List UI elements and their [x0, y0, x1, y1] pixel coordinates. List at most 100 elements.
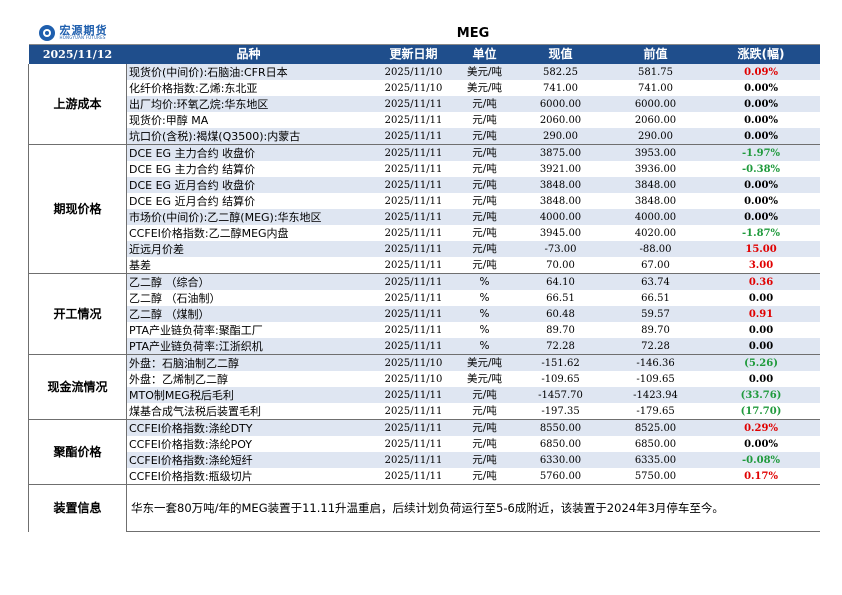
- current-value: 3921.00: [539, 163, 582, 175]
- table-row: DCE EG 近月合约 收盘价 2025/11/11 元/吨 3848.00 3848.…: [29, 177, 820, 193]
- current-value: 6000.00: [512, 96, 609, 112]
- header-current: 现值: [512, 44, 609, 64]
- change-value: 0.00: [748, 292, 774, 304]
- indicator-name: 化纤价格指数:乙烯:东北亚: [129, 81, 258, 95]
- change-value: 0.00%: [702, 177, 820, 193]
- update-date: 2025/11/11: [370, 387, 457, 403]
- previous-value: 741.00: [638, 82, 673, 94]
- indicator-name: CCFEI价格指数:乙二醇MEG内盘: [129, 226, 289, 240]
- indicator-name: PTA产业链负荷率:聚酯工厂: [129, 323, 263, 337]
- meg-daily-sheet: 宏源期货 HONGYUAN FUTURES MEG 2025/11/12 品种 …: [28, 22, 820, 532]
- current-value: 64.10: [512, 273, 609, 290]
- indicator-name: PTA产业链负荷率:江浙织机: [126, 338, 371, 355]
- indicator-name: 市场价(中间价):乙二醇(MEG):华东地区: [126, 209, 371, 225]
- unit: 元/吨: [456, 96, 513, 112]
- unit: 元/吨: [456, 209, 513, 225]
- table-row: 乙二醇 （石油制） 2025/11/11% 66.51 66.51 0.00: [29, 290, 820, 306]
- indicator-name: DCE EG 近月合约 结算价: [129, 194, 256, 208]
- previous-value: 290.00: [608, 128, 703, 145]
- previous-value: -179.65: [608, 403, 703, 420]
- current-value: 4000.00: [512, 209, 609, 225]
- update-date: 2025/11/11: [384, 227, 443, 239]
- update-date: 2025/11/11: [384, 292, 443, 304]
- previous-value: 6850.00: [634, 438, 677, 450]
- update-date: 2025/11/11: [370, 306, 457, 322]
- header-date: 更新日期: [370, 44, 457, 64]
- table-row: 出厂均价:环氧乙烷:华东地区 2025/11/11 元/吨 6000.00 6000.0…: [29, 96, 820, 112]
- indicator-name: 乙二醇 （综合）: [126, 273, 371, 290]
- table-row: 坑口价(含税):褐煤(Q3500):内蒙古 2025/11/11 元/吨 290.00…: [29, 128, 820, 145]
- update-date: 2025/11/10: [384, 373, 443, 385]
- unit: 元/吨: [456, 403, 513, 420]
- previous-value: 2060.00: [634, 114, 677, 126]
- indicator-name: 外盘：石脑油制乙二醇: [126, 354, 371, 371]
- note-row: 装置信息 华东一套80万吨/年的MEG装置于11.11升温重启，后续计划负荷运行至…: [28, 484, 820, 532]
- change-value: -0.38%: [742, 163, 781, 175]
- update-date: 2025/11/11: [370, 128, 457, 145]
- change-value: 0.00%: [744, 114, 778, 126]
- indicator-name: DCE EG 主力合约 结算价: [129, 162, 256, 176]
- change-value: 15.00: [702, 241, 820, 257]
- current-value: 72.28: [512, 338, 609, 355]
- indicator-name: DCE EG 主力合约 收盘价: [126, 144, 371, 161]
- indicator-name: 煤基合成气法税后装置毛利: [126, 403, 371, 420]
- table-row: PTA产业链负荷率:江浙织机 2025/11/11% 72.28 72.28 0.00: [29, 338, 820, 355]
- table-row: 开工情况 乙二醇 （综合） 2025/11/11% 64.10 63.74 0.36: [28, 273, 820, 355]
- logo: 宏源期货 HONGYUAN FUTURES: [28, 22, 127, 45]
- previous-value: 3848.00: [608, 177, 703, 193]
- previous-value: -109.65: [636, 373, 675, 385]
- change-value: -1.87%: [742, 227, 781, 239]
- update-date: 2025/11/11: [370, 273, 457, 290]
- update-date: 2025/11/11: [370, 419, 457, 436]
- indicator-name: CCFEI价格指数:瓶级切片: [126, 468, 371, 485]
- section-label: 现金流情况: [28, 354, 127, 420]
- indicator-name: 基差: [126, 257, 371, 274]
- unit: 元/吨: [456, 257, 513, 274]
- logo-mark-icon: [38, 25, 55, 41]
- change-value: 0.00%: [702, 209, 820, 225]
- change-value: -0.08%: [702, 452, 820, 468]
- update-date: 2025/11/11: [384, 114, 443, 126]
- unit: 美元/吨: [466, 372, 503, 385]
- unit: 元/吨: [472, 226, 497, 239]
- current-value: 6850.00: [539, 438, 582, 450]
- table-row: CCFEI价格指数:涤纶短纤 2025/11/11 元/吨 6330.00 6335.0…: [29, 452, 820, 468]
- update-date: 2025/11/10: [384, 82, 443, 94]
- indicator-name: 现货价(中间价):石脑油:CFR日本: [126, 64, 371, 80]
- current-value: 3848.00: [512, 177, 609, 193]
- previous-value: -88.00: [608, 241, 703, 257]
- indicator-name: 乙二醇 （煤制）: [126, 306, 371, 322]
- indicator-name: 乙二醇 （石油制）: [129, 291, 221, 305]
- update-date: 2025/11/11: [370, 257, 457, 274]
- header-unit: 单位: [456, 44, 513, 64]
- table-row: 上游成本 现货价(中间价):石脑油:CFR日本 2025/11/10 美元/吨 582.…: [28, 64, 820, 145]
- update-date: 2025/11/11: [384, 195, 443, 207]
- current-value: -73.00: [512, 241, 609, 257]
- update-date: 2025/11/10: [370, 64, 457, 80]
- unit: 美元/吨: [466, 81, 503, 94]
- unit: 元/吨: [456, 452, 513, 468]
- header-name: 品种: [126, 44, 371, 64]
- unit: %: [456, 338, 513, 355]
- update-date: 2025/11/11: [370, 241, 457, 257]
- indicator-name: CCFEI价格指数:涤纶POY: [129, 437, 252, 451]
- table-row: PTA产业链负荷率:聚酯工厂 2025/11/11% 89.70 89.70 0.00: [29, 322, 820, 338]
- change-value: (17.70): [702, 403, 820, 420]
- previous-value: 6335.00: [608, 452, 703, 468]
- current-value: 6330.00: [512, 452, 609, 468]
- update-date: 2025/11/11: [370, 209, 457, 225]
- current-value: -151.62: [512, 354, 609, 371]
- update-date: 2025/11/10: [370, 354, 457, 371]
- table-row: 基差 2025/11/11 元/吨 70.00 67.00 3.00: [29, 257, 820, 274]
- logo-english: HONGYUAN FUTURES: [59, 35, 106, 40]
- table-row: DCE EG 主力合约 结算价 2025/11/11 元/吨 3921.00 3936.…: [29, 161, 820, 177]
- previous-value: 59.57: [608, 306, 703, 322]
- table-row: CCFEI价格指数:乙二醇MEG内盘 2025/11/11 元/吨 3945.00 40…: [29, 225, 820, 241]
- current-value: -1457.70: [512, 387, 609, 403]
- unit: 元/吨: [456, 468, 513, 485]
- unit: 元/吨: [472, 437, 497, 450]
- previous-value: 4020.00: [634, 227, 677, 239]
- table-row: 乙二醇 （煤制） 2025/11/11% 60.48 59.57 0.91: [29, 306, 820, 322]
- previous-value: 5750.00: [608, 468, 703, 485]
- update-date: 2025/11/11: [370, 144, 457, 161]
